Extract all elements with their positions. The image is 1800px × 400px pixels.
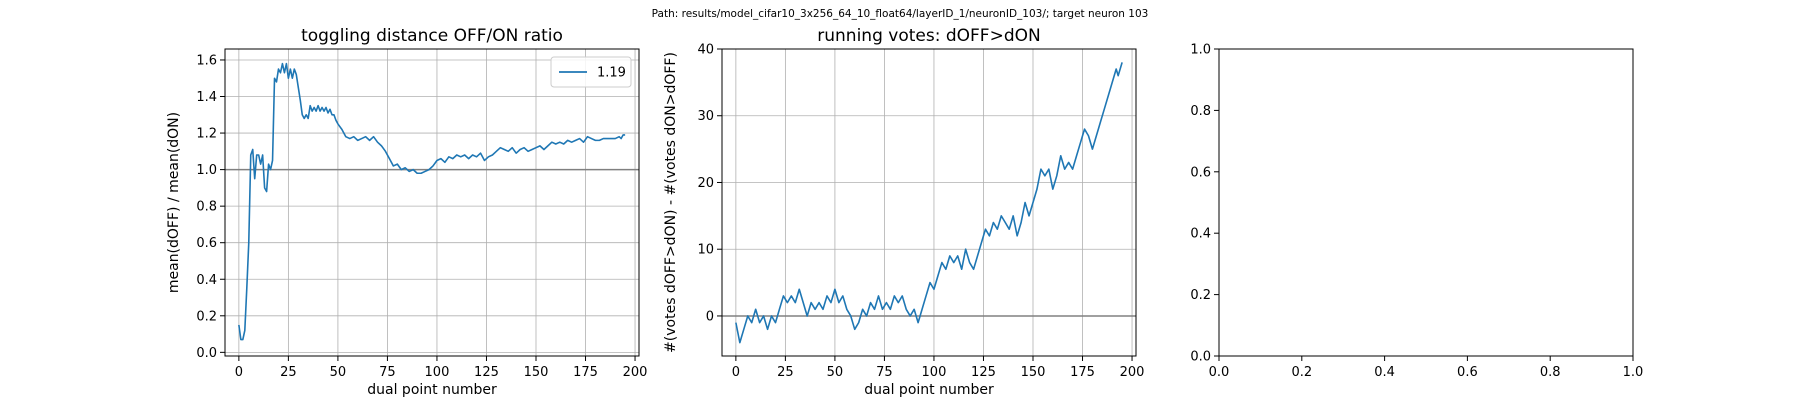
- empty-x-tick-label: 0.4: [1374, 365, 1395, 380]
- empty-y-tick-label: 0.0: [1190, 350, 1211, 365]
- votes-x-axis-label: dual point number: [864, 382, 994, 398]
- ratio-x-tick-label: 200: [623, 365, 648, 380]
- plot-running-votes: 0 25 50 75 100 125 150 175 200 0 10 20 30 40 running v…: [663, 26, 1144, 398]
- empty-axes-frame: [1218, 48, 1634, 357]
- empty-y-tick-label: 0.6: [1190, 165, 1211, 180]
- ratio-y-tick-label: 0.8: [196, 200, 217, 215]
- ratio-x-tick-label: 25: [280, 365, 297, 380]
- plot-empty-axes: 0.0 0.2 0.4 0.6 0.8 1.0 0.0 0.2 0.4 0.6 0.8 1.0: [1190, 43, 1643, 381]
- ratio-x-tick-label: 150: [524, 365, 549, 380]
- votes-x-tick-label: 125: [971, 365, 996, 380]
- ratio-y-tick-label: 0.4: [196, 273, 217, 288]
- ratio-x-tick-label: 0: [235, 365, 243, 380]
- ratio-legend: 1.19: [550, 56, 632, 88]
- ratio-y-tick-label: 1.6: [196, 53, 217, 68]
- votes-x-tick-label: 200: [1120, 365, 1145, 380]
- votes-y-axis-label: #(votes dOFF>dON) - #(votes dON>dOFF): [663, 52, 679, 353]
- empty-y-tick-label: 1.0: [1190, 43, 1211, 58]
- ratio-x-tick-label: 50: [330, 365, 347, 380]
- ratio-axes-frame: [224, 48, 640, 357]
- votes-y-tick-label: 30: [697, 109, 714, 124]
- votes-x-tick-label: 50: [827, 365, 844, 380]
- votes-title: running votes: dOFF>dON: [817, 26, 1040, 46]
- votes-x-tick-label: 0: [732, 365, 740, 380]
- empty-x-tick-label: 0.6: [1457, 365, 1478, 380]
- ratio-y-tick-label: 0.6: [196, 236, 217, 251]
- votes-series-line: [735, 62, 1123, 344]
- ratio-y-axis-label: mean(dOFF) / mean(dON): [166, 112, 182, 293]
- ratio-y-tick-label: 1.4: [196, 90, 217, 105]
- empty-x-tick-label: 1.0: [1623, 365, 1644, 380]
- ratio-x-tick-label: 175: [573, 365, 598, 380]
- votes-x-tick-label: 175: [1070, 365, 1095, 380]
- empty-y-tick-label: 0.4: [1190, 227, 1211, 242]
- ratio-legend-label: 1.19: [597, 66, 626, 81]
- ratio-x-tick-label: 75: [379, 365, 396, 380]
- ratio-y-tick-label: 0.2: [196, 309, 217, 324]
- votes-axes-frame: [721, 48, 1137, 357]
- votes-x-tick-label: 25: [777, 365, 794, 380]
- empty-x-tick-label: 0.8: [1540, 365, 1561, 380]
- empty-x-tick-label: 0.0: [1209, 365, 1230, 380]
- figure-suptitle: Path: results/model_cifar10_3x256_64_10_…: [652, 8, 1149, 20]
- empty-y-tick-label: 0.2: [1190, 288, 1211, 303]
- ratio-y-tick-label: 1.0: [196, 163, 217, 178]
- votes-y-tick-label: 0: [706, 309, 714, 324]
- plot-toggling-distance-ratio: 0 25 50 75 100 125 150 175 200 0.0 0.2 0.4 0.6 0.8 1.0…: [166, 26, 647, 398]
- votes-y-tick-label: 10: [697, 243, 714, 258]
- empty-y-tick-label: 0.8: [1190, 104, 1211, 119]
- ratio-y-tick-label: 1.2: [196, 127, 217, 142]
- ratio-series-line: [238, 62, 626, 341]
- votes-y-tick-label: 40: [697, 43, 714, 58]
- ratio-x-axis-label: dual point number: [367, 382, 497, 398]
- votes-x-tick-label: 150: [1021, 365, 1046, 380]
- empty-x-tick-label: 0.2: [1291, 365, 1312, 380]
- ratio-title: toggling distance OFF/ON ratio: [301, 26, 563, 46]
- ratio-y-tick-label: 0.0: [196, 346, 217, 361]
- ratio-x-tick-label: 125: [474, 365, 499, 380]
- votes-y-tick-label: 20: [697, 176, 714, 191]
- votes-x-tick-label: 100: [922, 365, 947, 380]
- ratio-legend-box: [550, 56, 632, 88]
- ratio-x-tick-label: 100: [425, 365, 450, 380]
- votes-x-tick-label: 75: [876, 365, 893, 380]
